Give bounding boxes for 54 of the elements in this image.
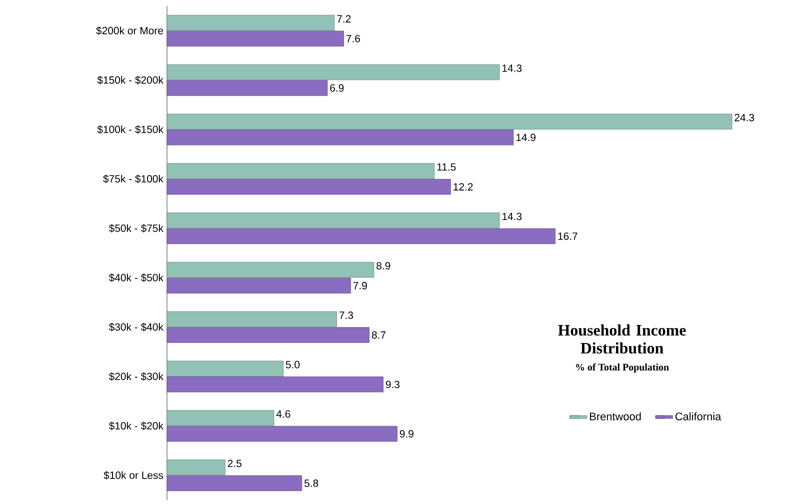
data-label: 9.3 [386, 380, 400, 388]
data-label: 7.9 [353, 282, 367, 290]
y-tick-label: $75k - $100k [103, 174, 164, 184]
data-label: 2.5 [228, 460, 242, 468]
data-label: 14.3 [502, 64, 522, 72]
bar [166, 178, 451, 195]
data-label: 24.3 [734, 114, 754, 122]
bar [166, 228, 556, 244]
data-label: 5.8 [304, 480, 318, 487]
data-label: 7.2 [337, 15, 351, 22]
text: % of Total Population [576, 363, 669, 373]
data-label: 7.3 [339, 312, 354, 319]
bar [166, 130, 514, 146]
data-label: 11.5 [437, 163, 456, 171]
y-tick-label: $200k or More [96, 26, 163, 35]
y-tick-label: $10k or Less [104, 471, 164, 480]
y-tick-label: $150k - $200k [97, 76, 164, 84]
data-label: 4.6 [276, 410, 290, 418]
bar [166, 278, 351, 294]
bar [166, 163, 435, 179]
text: Household Income Distribution [558, 324, 686, 354]
data-label: 7.6 [346, 34, 360, 42]
bar [166, 262, 374, 278]
data-label: 14.3 [502, 212, 522, 220]
data-label: 8.9 [376, 262, 390, 270]
data-label: 5.0 [286, 360, 300, 368]
data-label: 8.7 [372, 331, 386, 339]
data-label: 12.2 [454, 183, 473, 190]
y-tick-label: $30k - $40k [108, 322, 164, 332]
legend-label: Brentwood [590, 412, 641, 420]
y-tick-label: $40k - $50k [108, 273, 164, 282]
bar [166, 360, 284, 376]
bar [166, 311, 337, 328]
y-tick-label: $20k - $30k [108, 372, 164, 381]
bar [166, 14, 335, 31]
y-tick-label: $50k - $75k [108, 224, 164, 233]
bar [166, 64, 500, 80]
legend-label: California [675, 412, 722, 420]
y-tick-label: $10k - $20k [108, 422, 164, 430]
data-label: 9.9 [400, 430, 414, 438]
bar [166, 426, 398, 442]
bar [166, 30, 344, 46]
bar [166, 410, 274, 426]
y-tick-label: $100k - $150k [97, 125, 164, 134]
bar [166, 114, 732, 130]
bar [166, 327, 370, 343]
data-label: 16.7 [558, 232, 578, 240]
data-label: 6.9 [330, 84, 344, 92]
data-label: 14.9 [516, 134, 536, 142]
bar [166, 376, 384, 392]
bar [166, 212, 500, 228]
bar [166, 460, 226, 476]
bar [166, 80, 328, 96]
bar [166, 475, 302, 492]
